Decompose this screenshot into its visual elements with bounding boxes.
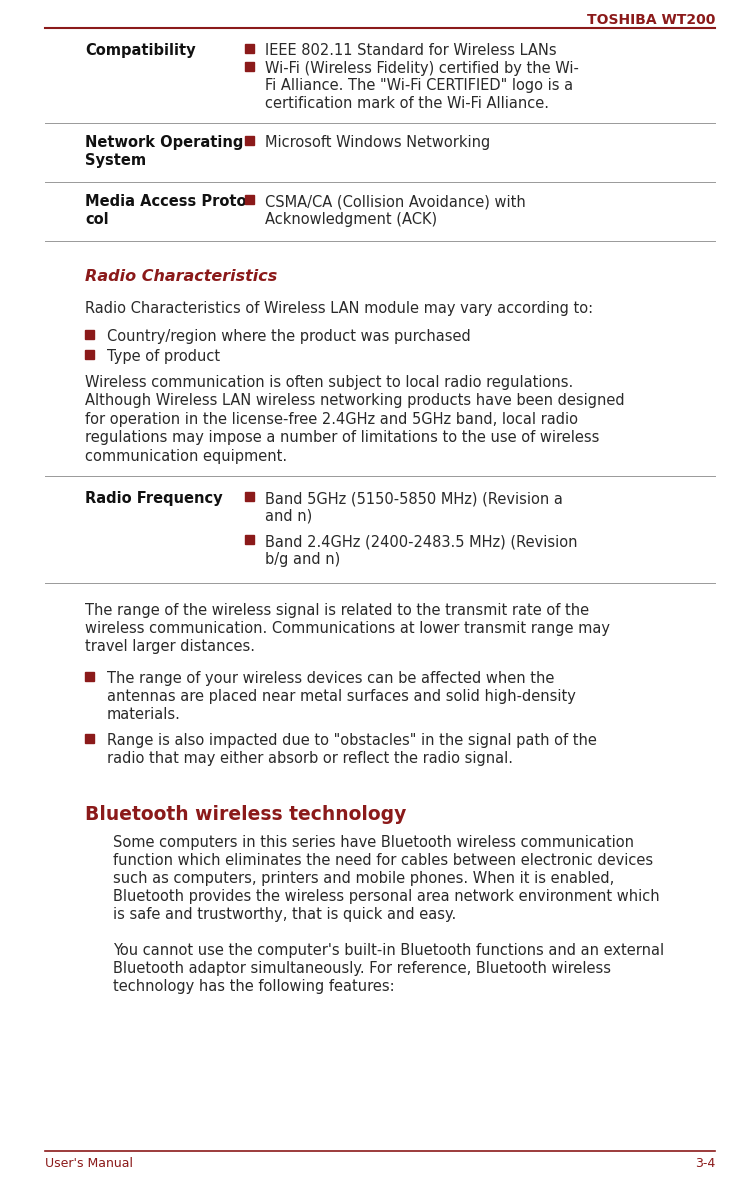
Text: Fi Alliance. The "Wi-Fi CERTIFIED" logo is a: Fi Alliance. The "Wi-Fi CERTIFIED" logo … bbox=[265, 78, 573, 93]
Text: Bluetooth wireless technology: Bluetooth wireless technology bbox=[85, 804, 406, 825]
Bar bbox=[245, 136, 254, 146]
Text: is safe and trustworthy, that is quick and easy.: is safe and trustworthy, that is quick a… bbox=[113, 907, 456, 922]
Text: Bluetooth provides the wireless personal area network environment which: Bluetooth provides the wireless personal… bbox=[113, 888, 660, 904]
Text: Wi-Fi (Wireless Fidelity) certified by the Wi-: Wi-Fi (Wireless Fidelity) certified by t… bbox=[265, 60, 579, 76]
Bar bbox=[245, 535, 254, 544]
Text: Radio Characteristics: Radio Characteristics bbox=[85, 269, 278, 284]
Text: Type of product: Type of product bbox=[107, 349, 220, 363]
Text: Media Access Proto-: Media Access Proto- bbox=[85, 194, 252, 209]
Bar bbox=[85, 733, 94, 743]
Bar bbox=[85, 330, 94, 340]
Text: wireless communication. Communications at lower transmit range may: wireless communication. Communications a… bbox=[85, 621, 610, 636]
Text: Bluetooth adaptor simultaneously. For reference, Bluetooth wireless: Bluetooth adaptor simultaneously. For re… bbox=[113, 961, 611, 976]
Text: IEEE 802.11 Standard for Wireless LANs: IEEE 802.11 Standard for Wireless LANs bbox=[265, 43, 557, 58]
Text: radio that may either absorb or reflect the radio signal.: radio that may either absorb or reflect … bbox=[107, 751, 513, 767]
Bar bbox=[245, 44, 254, 53]
Text: and n): and n) bbox=[265, 509, 312, 524]
Text: User's Manual: User's Manual bbox=[45, 1157, 133, 1170]
Text: communication equipment.: communication equipment. bbox=[85, 448, 287, 464]
Bar bbox=[85, 349, 94, 358]
Text: Compatibility: Compatibility bbox=[85, 43, 196, 58]
Text: technology has the following features:: technology has the following features: bbox=[113, 980, 394, 994]
Text: Wireless communication is often subject to local radio regulations.: Wireless communication is often subject … bbox=[85, 375, 573, 389]
Text: Range is also impacted due to "obstacles" in the signal path of the: Range is also impacted due to "obstacles… bbox=[107, 733, 597, 748]
Text: Although Wireless LAN wireless networking products have been designed: Although Wireless LAN wireless networkin… bbox=[85, 393, 625, 408]
Text: CSMA/CA (Collision Avoidance) with: CSMA/CA (Collision Avoidance) with bbox=[265, 194, 526, 209]
Text: System: System bbox=[85, 153, 146, 168]
Bar bbox=[245, 62, 254, 71]
Text: Some computers in this series have Bluetooth wireless communication: Some computers in this series have Bluet… bbox=[113, 835, 634, 851]
Bar bbox=[245, 195, 254, 203]
Text: materials.: materials. bbox=[107, 707, 181, 722]
Text: TOSHIBA WT200: TOSHIBA WT200 bbox=[586, 13, 715, 27]
Text: antennas are placed near metal surfaces and solid high-density: antennas are placed near metal surfaces … bbox=[107, 689, 576, 704]
Text: You cannot use the computer's built-in Bluetooth functions and an external: You cannot use the computer's built-in B… bbox=[113, 943, 664, 958]
Text: such as computers, printers and mobile phones. When it is enabled,: such as computers, printers and mobile p… bbox=[113, 871, 615, 886]
Text: Radio Characteristics of Wireless LAN module may vary according to:: Radio Characteristics of Wireless LAN mo… bbox=[85, 300, 593, 316]
Text: b/g and n): b/g and n) bbox=[265, 551, 340, 567]
Text: Band 5GHz (5150-5850 MHz) (Revision a: Band 5GHz (5150-5850 MHz) (Revision a bbox=[265, 491, 563, 506]
Bar bbox=[85, 672, 94, 681]
Text: Radio Frequency: Radio Frequency bbox=[85, 491, 222, 506]
Text: Country/region where the product was purchased: Country/region where the product was pur… bbox=[107, 329, 471, 344]
Text: Acknowledgment (ACK): Acknowledgment (ACK) bbox=[265, 212, 437, 226]
Text: The range of your wireless devices can be affected when the: The range of your wireless devices can b… bbox=[107, 671, 554, 686]
Text: Band 2.4GHz (2400-2483.5 MHz) (Revision: Band 2.4GHz (2400-2483.5 MHz) (Revision bbox=[265, 534, 577, 549]
Text: for operation in the license-free 2.4GHz and 5GHz band, local radio: for operation in the license-free 2.4GHz… bbox=[85, 412, 578, 427]
Bar bbox=[245, 492, 254, 500]
Text: function which eliminates the need for cables between electronic devices: function which eliminates the need for c… bbox=[113, 853, 653, 868]
Text: travel larger distances.: travel larger distances. bbox=[85, 639, 255, 654]
Text: The range of the wireless signal is related to the transmit rate of the: The range of the wireless signal is rela… bbox=[85, 603, 589, 618]
Text: certification mark of the Wi-Fi Alliance.: certification mark of the Wi-Fi Alliance… bbox=[265, 96, 549, 110]
Text: col: col bbox=[85, 212, 109, 226]
Text: Network Operating: Network Operating bbox=[85, 135, 243, 150]
Text: Microsoft Windows Networking: Microsoft Windows Networking bbox=[265, 135, 490, 150]
Text: regulations may impose a number of limitations to the use of wireless: regulations may impose a number of limit… bbox=[85, 429, 600, 445]
Text: 3-4: 3-4 bbox=[695, 1157, 715, 1170]
